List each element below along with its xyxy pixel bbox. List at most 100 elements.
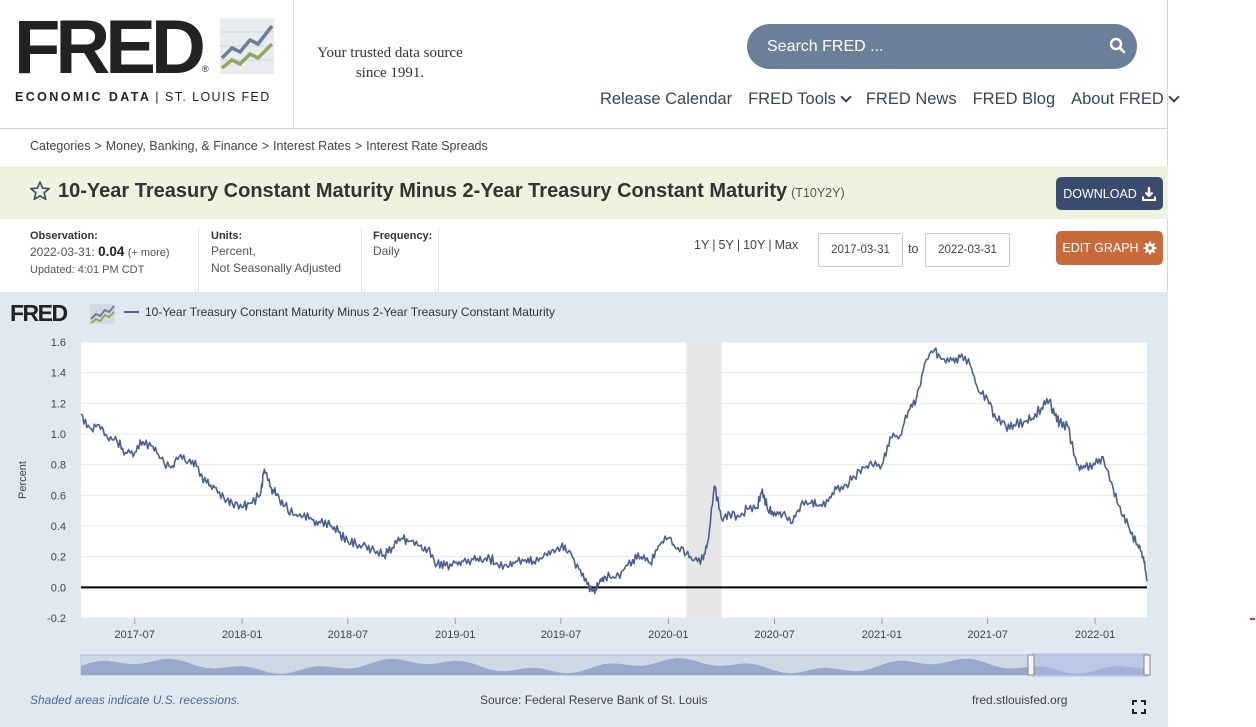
site-header: FRED ® ECONOMIC DATA | ST. LOUIS FED Your … xyxy=(0,0,1180,129)
more-observations-link[interactable]: (+ more) xyxy=(127,247,170,259)
x-tick-label: 2017-07 xyxy=(115,629,155,641)
end-date-field[interactable]: 2022-03-31 xyxy=(925,233,1010,267)
navigator-selection[interactable] xyxy=(1032,653,1148,677)
y-tick-label: 0.8 xyxy=(51,460,66,472)
page-title: 10-Year Treasury Constant Maturity Minus… xyxy=(58,180,845,203)
breadcrumb-separator: > xyxy=(354,139,363,153)
x-tick-label: 2018-07 xyxy=(328,629,368,641)
logo-wordmark: FRED xyxy=(14,5,206,90)
source-note: Source: Federal Reserve Bank of St. Loui… xyxy=(480,693,708,707)
line-chart[interactable]: 1.6 1.4 1.2 1.0 0.8 0.6 0.4 0.2 0.0 -0.2 2017-07 2… xyxy=(0,292,1168,727)
navigator-handle-left[interactable] xyxy=(1027,654,1035,676)
series-id: (T10Y2Y) xyxy=(791,186,845,200)
x-tick-label: 2021-07 xyxy=(967,629,1007,641)
range-separator: | xyxy=(768,238,772,252)
edit-graph-button[interactable]: EDIT GRAPH xyxy=(1056,231,1163,265)
observation-row: 2022-03-31: 0.04 (+ more) xyxy=(30,243,198,262)
end-date-value: 2022-03-31 xyxy=(938,244,997,256)
y-tick-label: -0.2 xyxy=(47,613,66,625)
chevron-down-icon xyxy=(1168,90,1180,103)
breadcrumb-categories[interactable]: Categories xyxy=(30,139,91,153)
navigator-series xyxy=(81,658,1147,675)
date-range-links: 1Y | 5Y | 10Y | Max xyxy=(694,238,798,252)
nav-fred-blog[interactable]: FRED Blog xyxy=(973,88,1056,110)
frequency-panel: Frequency: Daily xyxy=(361,229,439,292)
breadcrumb-interest-rates[interactable]: Interest Rates xyxy=(273,139,351,153)
chart-legend: 10-Year Treasury Constant Maturity Minus… xyxy=(124,305,555,319)
tagline: Your trusted data source since 1991. xyxy=(300,43,480,83)
chart-area: 1.6 1.4 1.2 1.0 0.8 0.6 0.4 0.2 0.0 -0.2 2017-07 2… xyxy=(0,292,1168,727)
logo-registered-mark: ® xyxy=(202,64,209,74)
range-10y-link[interactable]: 10Y xyxy=(743,238,766,252)
x-tick-label: 2019-07 xyxy=(541,629,581,641)
observation-value: 0.04 xyxy=(98,244,125,259)
nav-fred-news-label: FRED News xyxy=(865,90,957,108)
search-input[interactable] xyxy=(747,24,1087,69)
observation-panel: Observation: 2022-03-31: 0.04 (+ more) U… xyxy=(30,229,198,292)
edit-graph-button-label: EDIT GRAPH xyxy=(1062,241,1139,255)
x-tick-label: 2022-01 xyxy=(1075,629,1115,641)
breadcrumb-interest-rate-spreads[interactable]: Interest Rate Spreads xyxy=(366,139,488,153)
breadcrumb: Categories > Money, Banking, & Finance > Int… xyxy=(30,139,488,153)
range-1y-link[interactable]: 1Y xyxy=(694,238,710,252)
y-tick-label: 0.6 xyxy=(51,490,66,502)
units-value-1: Percent, xyxy=(211,244,256,258)
plot-background xyxy=(81,342,1147,618)
nav-release-calendar[interactable]: Release Calendar xyxy=(600,88,732,110)
nav-fred-tools[interactable]: FRED Tools xyxy=(748,88,852,110)
fullscreen-icon[interactable] xyxy=(1132,700,1146,714)
y-tick-label: 0.2 xyxy=(51,552,66,564)
start-date-field[interactable]: 2017-03-31 xyxy=(818,233,903,267)
nav-fred-blog-label: FRED Blog xyxy=(972,90,1056,108)
breadcrumb-separator: > xyxy=(94,139,102,153)
chart-logo-icon xyxy=(90,304,115,324)
nav-about-fred-label: About FRED xyxy=(1071,90,1164,108)
fred-url: fred.stlouisfed.org xyxy=(972,693,1068,707)
y-tick-label: 1.2 xyxy=(51,398,66,410)
logo-sub-economic-data: ECONOMIC DATA xyxy=(15,90,152,104)
y-tick-label: 1.0 xyxy=(51,429,66,441)
legend-label: 10-Year Treasury Constant Maturity Minus… xyxy=(145,305,555,319)
fred-page: FRED ® ECONOMIC DATA | ST. LOUIS FED Your … xyxy=(0,0,1180,727)
range-5y-link[interactable]: 5Y xyxy=(718,238,734,252)
breadcrumb-money-banking-finance[interactable]: Money, Banking, & Finance xyxy=(105,139,258,153)
x-tick-label: 2018-01 xyxy=(222,629,262,641)
series-title-bar xyxy=(0,166,1168,219)
nav-release-calendar-label: Release Calendar xyxy=(600,90,733,108)
range-max-link[interactable]: Max xyxy=(774,238,799,252)
search-bar xyxy=(747,24,1137,69)
series-title-text: 10-Year Treasury Constant Maturity Minus… xyxy=(58,180,788,202)
main-nav: Release Calendar FRED Tools FRED News FR… xyxy=(600,88,1180,110)
chart-logo-icon xyxy=(220,18,274,74)
start-date-value: 2017-03-31 xyxy=(831,244,890,256)
series-line xyxy=(80,347,1148,595)
fred-logo[interactable]: FRED ® ECONOMIC DATA | ST. LOUIS FED xyxy=(0,0,294,128)
tagline-line-2: since 1991. xyxy=(355,65,425,81)
date-range-to-label: to xyxy=(908,242,919,256)
y-tick-label: 0.4 xyxy=(51,521,66,533)
chevron-down-icon xyxy=(840,90,852,103)
units-panel: Units: Percent, Not Seasonally Adjusted xyxy=(198,229,361,292)
download-button[interactable]: DOWNLOAD xyxy=(1056,177,1163,210)
navigator-handle-right[interactable] xyxy=(1143,654,1151,676)
x-tick-label: 2020-01 xyxy=(648,629,688,641)
observation-date: 2022-03-31: xyxy=(30,245,95,259)
edge-marker xyxy=(1250,618,1255,620)
download-icon xyxy=(1141,186,1156,201)
download-button-label: DOWNLOAD xyxy=(1063,186,1137,201)
range-separator: | xyxy=(712,238,716,252)
y-tick-label: 0.0 xyxy=(51,582,66,594)
x-tick-label: 2021-01 xyxy=(862,629,902,641)
observation-label: Observation: xyxy=(30,230,98,242)
nav-fred-news[interactable]: FRED News xyxy=(866,88,957,110)
x-tick-label: 2019-01 xyxy=(435,629,475,641)
nav-about-fred[interactable]: About FRED xyxy=(1071,88,1180,110)
search-icon[interactable] xyxy=(1108,36,1128,56)
updated-time: Updated: 4:01 PM CDT xyxy=(30,264,145,276)
frequency-value: Daily xyxy=(373,244,400,258)
y-tick-label: 1.6 xyxy=(51,337,66,349)
logo-sub-separator: | xyxy=(155,90,161,104)
logo-subtitle: ECONOMIC DATA | ST. LOUIS FED xyxy=(15,90,271,104)
star-icon[interactable] xyxy=(29,180,51,202)
x-tick-label: 2020-07 xyxy=(754,629,794,641)
